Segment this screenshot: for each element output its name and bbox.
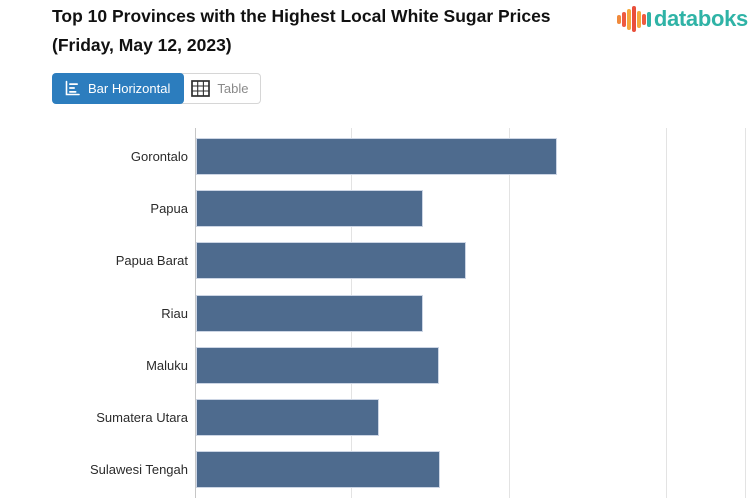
bar-horizontal-button[interactable]: Bar Horizontal	[52, 73, 185, 104]
category-label-sumatera-utara: Sumatera Utara	[96, 410, 188, 425]
table-icon	[191, 80, 211, 97]
category-label-maluku: Maluku	[146, 358, 188, 373]
bar-papua-barat[interactable]	[196, 242, 466, 279]
bar-sumatera-utara[interactable]	[196, 399, 379, 436]
category-label-papua-barat: Papua Barat	[115, 253, 188, 268]
databoks-logo: databoks	[617, 4, 748, 34]
databoks-pulse-icon	[617, 5, 651, 33]
table-button[interactable]: Table	[181, 73, 262, 104]
category-label-gorontalo: Gorontalo	[130, 149, 188, 164]
bar-maluku[interactable]	[196, 347, 439, 384]
category-label-riau: Riau	[161, 306, 188, 321]
bar-gorontalo[interactable]	[196, 138, 557, 175]
plot-gridline	[666, 128, 667, 498]
category-label-papua: Papua	[150, 201, 188, 216]
bar-papua[interactable]	[196, 190, 423, 227]
view-toggle: Bar Horizontal Table	[52, 73, 262, 104]
y-axis-line	[195, 128, 196, 498]
bar-horizontal-button-label: Bar Horizontal	[88, 81, 171, 96]
plot-right-border	[745, 128, 746, 498]
bar-chart-icon	[64, 80, 81, 97]
category-label-sulawesi-tengah: Sulawesi Tengah	[89, 462, 188, 477]
table-button-label: Table	[217, 81, 249, 96]
databoks-logo-text: databoks	[653, 6, 748, 31]
bar-riau[interactable]	[196, 295, 423, 332]
plot-gridline	[509, 128, 510, 498]
page-title: Top 10 Provinces with the Highest Local …	[52, 6, 551, 55]
bar-sulawesi-tengah[interactable]	[196, 451, 440, 488]
